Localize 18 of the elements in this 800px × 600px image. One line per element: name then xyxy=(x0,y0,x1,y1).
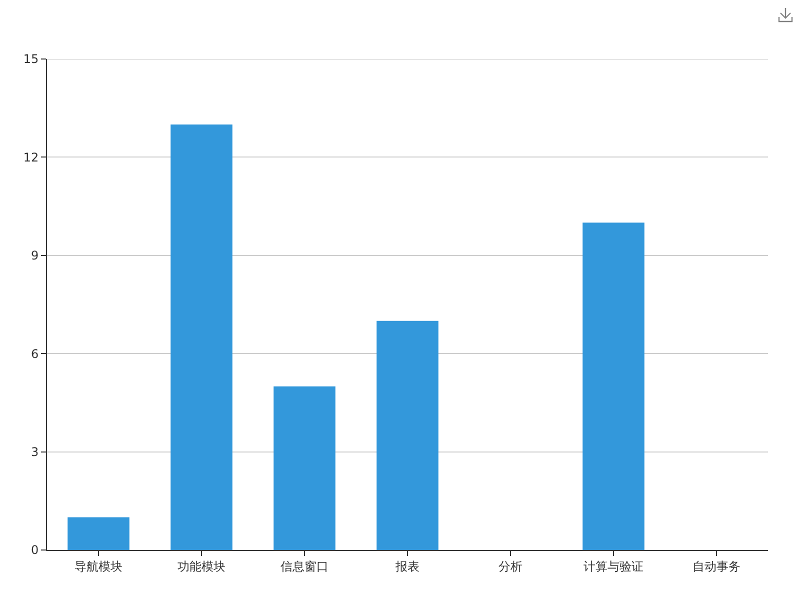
x-tick-label: 报表 xyxy=(394,559,420,574)
x-tick-label: 计算与验证 xyxy=(584,559,644,574)
bar xyxy=(68,517,130,550)
bar xyxy=(582,222,644,550)
bar xyxy=(376,320,438,550)
y-tick-label: 12 xyxy=(23,150,39,164)
bar xyxy=(170,124,232,550)
y-tick-label: 9 xyxy=(30,248,39,263)
y-tick-label: 0 xyxy=(30,543,39,558)
x-tick-label: 导航模块 xyxy=(74,559,122,574)
x-tick-label: 功能模块 xyxy=(178,559,226,574)
bar xyxy=(274,386,336,550)
x-tick-label: 自动事务 xyxy=(692,559,740,574)
y-tick-label: 15 xyxy=(23,52,39,66)
y-tick-label: 6 xyxy=(30,346,39,361)
y-tick-label: 3 xyxy=(30,445,39,459)
x-tick-label: 分析 xyxy=(498,559,522,574)
x-tick-label: 信息窗口 xyxy=(280,559,328,574)
